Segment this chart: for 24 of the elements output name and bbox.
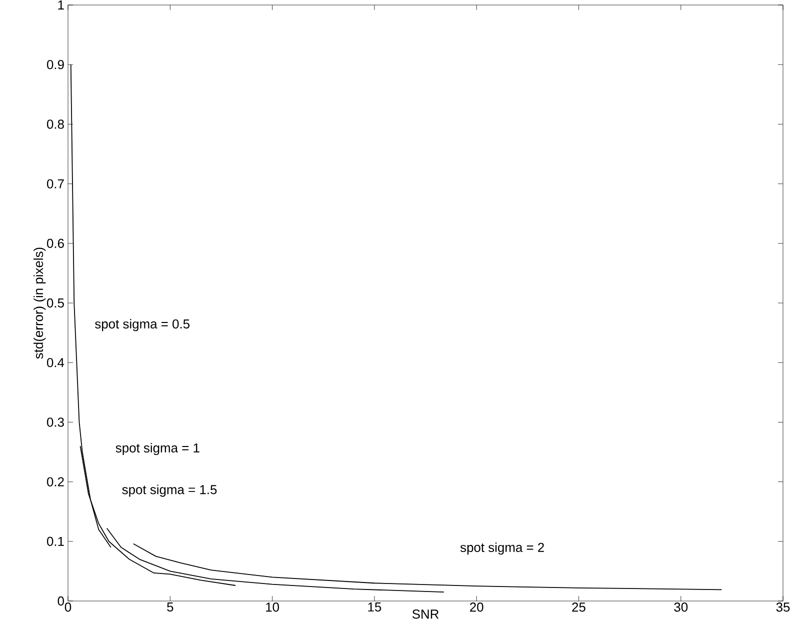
- y-tick-label: 0.7: [46, 179, 64, 188]
- x-tick-label: 20: [470, 602, 484, 612]
- y-tick-label: 0.4: [46, 358, 64, 368]
- annotation: spot sigma = 1: [116, 442, 200, 456]
- annotation: spot sigma = 1.5: [122, 484, 217, 497]
- x-axis-title: SNR: [412, 610, 439, 619]
- y-tick-label: 0.6: [46, 238, 64, 248]
- y-tick-label: 0.8: [46, 120, 64, 129]
- y-tick-label: 0.2: [46, 477, 64, 486]
- y-axis-title: std(error) (in pixels): [34, 248, 46, 359]
- y-tick-label: 0.5: [46, 298, 64, 308]
- y-tick-label: 0.9: [46, 60, 64, 70]
- y-tick-label: 0.3: [46, 418, 64, 427]
- x-tick-label: 30: [674, 602, 688, 612]
- y-tick-label: 1: [58, 0, 64, 10]
- annotation: spot sigma = 0.5: [95, 319, 190, 332]
- x-tick-label: 0: [64, 602, 72, 612]
- x-tick-label: 5: [167, 602, 174, 612]
- x-tick-label: 10: [266, 602, 279, 612]
- annotation: spot sigma = 2: [460, 542, 544, 555]
- x-tick-label: 35: [776, 602, 790, 612]
- x-tick-label: 15: [368, 602, 382, 612]
- y-tick-label: 0.1: [46, 536, 64, 546]
- x-tick-label: 25: [572, 602, 586, 612]
